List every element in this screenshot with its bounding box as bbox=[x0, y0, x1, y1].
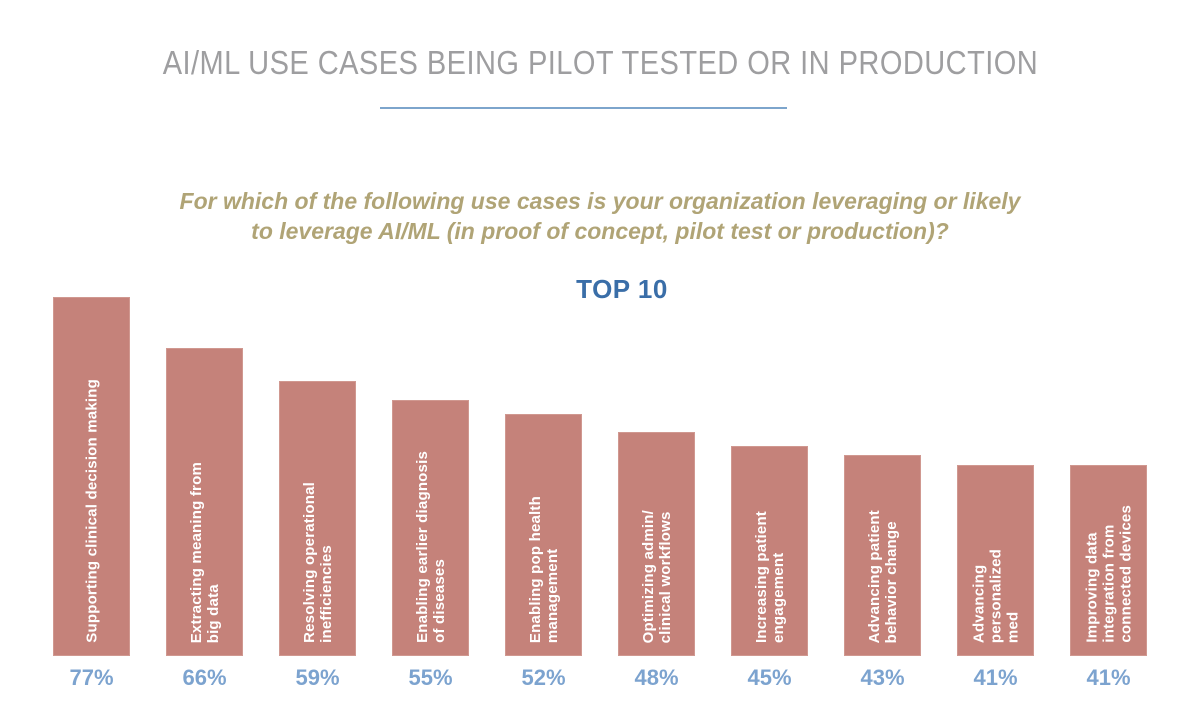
bar-group: Increasing patient engagement 45% bbox=[731, 446, 808, 691]
bar-value-label: 41% bbox=[1086, 665, 1131, 690]
bar-category-label: Increasing patient engagement bbox=[752, 511, 787, 643]
bar-category-label: Improving data integration from connecte… bbox=[1083, 505, 1134, 643]
bar-group: Enabling pop health management 52% bbox=[505, 414, 582, 691]
bar-value-label: 45% bbox=[747, 665, 792, 690]
bar-group: Advancing patient behavior change 43% bbox=[844, 455, 921, 691]
chart-heading: TOP 10 bbox=[576, 274, 668, 304]
bar-group: Optimizing admin/ clinical workflows 48% bbox=[618, 432, 695, 691]
bar-value-label: 48% bbox=[634, 665, 679, 690]
bar-category-label: Supporting clinical decision making bbox=[83, 379, 100, 643]
bar: Improving data integration from connecte… bbox=[1070, 465, 1147, 656]
page-title: AI/ML USE CASES BEING PILOT TESTED OR IN… bbox=[0, 44, 1200, 82]
bar-value-label: 52% bbox=[521, 665, 566, 690]
bar-category-label: Advancing patient behavior change bbox=[865, 509, 900, 643]
bar: Optimizing admin/ clinical workflows bbox=[618, 432, 695, 656]
survey-question-line-1: For which of the following use cases is … bbox=[179, 188, 1021, 214]
bar-group: Improving data integration from connecte… bbox=[1070, 465, 1147, 691]
bar-value-label: 55% bbox=[408, 665, 453, 690]
bar-value-label: 43% bbox=[860, 665, 905, 690]
bar-value-label: 41% bbox=[973, 665, 1018, 690]
bar-group: Resolving operational inefficiencies 59% bbox=[279, 381, 356, 691]
bar-group: Enabling earlier diagnosis of diseases 5… bbox=[392, 400, 469, 691]
bar-chart: Supporting clinical decision making 77% … bbox=[53, 297, 1147, 691]
bar-group: Extracting meaning from big data 66% bbox=[166, 348, 243, 691]
survey-question: For which of the following use cases is … bbox=[0, 186, 1200, 246]
bar-value-label: 77% bbox=[69, 665, 114, 690]
bar: Increasing patient engagement bbox=[731, 446, 808, 656]
bar: Extracting meaning from big data bbox=[166, 348, 243, 656]
bar-value-label: 66% bbox=[182, 665, 227, 690]
bar: Enabling earlier diagnosis of diseases bbox=[392, 400, 469, 656]
bar-group: Supporting clinical decision making 77% bbox=[53, 297, 130, 691]
bar-group: Advancing personalized med 41% bbox=[957, 465, 1034, 691]
bar: Advancing patient behavior change bbox=[844, 455, 921, 656]
bar-category-label: Enabling earlier diagnosis of diseases bbox=[413, 451, 448, 643]
bar-category-label: Enabling pop health management bbox=[526, 495, 561, 643]
bar-category-label: Advancing personalized med bbox=[970, 548, 1021, 643]
bar-value-label: 59% bbox=[295, 665, 340, 690]
survey-question-line-2: to leverage AI/ML (in proof of concept, … bbox=[251, 218, 949, 244]
bar: Resolving operational inefficiencies bbox=[279, 381, 356, 656]
bar-category-label: Extracting meaning from big data bbox=[187, 461, 222, 643]
bar-category-label: Resolving operational inefficiencies bbox=[300, 482, 335, 643]
bar-category-label: Optimizing admin/ clinical workflows bbox=[639, 509, 674, 643]
bar: Enabling pop health management bbox=[505, 414, 582, 656]
page-title-text: AI/ML USE CASES BEING PILOT TESTED OR IN… bbox=[162, 44, 1038, 81]
title-underline bbox=[380, 107, 787, 109]
bar: Supporting clinical decision making bbox=[53, 297, 130, 656]
bar: Advancing personalized med bbox=[957, 465, 1034, 656]
